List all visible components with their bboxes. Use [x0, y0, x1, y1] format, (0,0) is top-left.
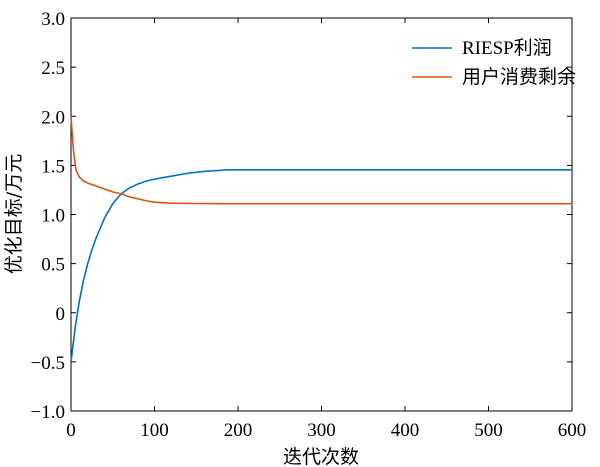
y-axis-ticks: −1.0 −0.5 0 0.5 1.0 1.5 2.0 2.5 3.0 — [31, 9, 572, 423]
x-axis-ticks: 0 100 200 300 400 500 600 — [66, 18, 586, 441]
y-tick-label: 2.0 — [41, 107, 65, 128]
series-line-riesp-profit — [70, 169, 572, 362]
y-tick-label: 0 — [56, 304, 66, 325]
y-tick-label: −0.5 — [31, 353, 65, 374]
y-tick-label: 1.5 — [41, 156, 65, 177]
series-layer — [70, 116, 572, 362]
y-tick-label: 2.5 — [41, 58, 65, 79]
x-tick-label: 300 — [307, 420, 336, 441]
legend: RIESP利润 用户消费剩余 — [412, 37, 576, 88]
x-tick-label: 200 — [224, 420, 253, 441]
y-tick-label: 1.0 — [41, 206, 65, 227]
x-tick-label: 400 — [391, 420, 420, 441]
x-tick-label: 500 — [474, 420, 503, 441]
legend-label-surplus: 用户消费剩余 — [462, 66, 576, 88]
legend-label-riesp: RIESP利润 — [462, 37, 552, 59]
y-tick-label: −1.0 — [31, 402, 65, 423]
y-tick-label: 3.0 — [41, 9, 65, 30]
series-line-consumer-surplus — [70, 116, 572, 205]
y-axis-title: 优化目标/万元 — [3, 154, 25, 274]
x-axis-title: 迭代次数 — [283, 446, 359, 467]
y-tick-label: 0.5 — [41, 255, 65, 276]
x-tick-label: 0 — [66, 420, 76, 441]
plot-area — [70, 17, 573, 412]
x-tick-label: 100 — [140, 420, 169, 441]
x-tick-label: 600 — [558, 420, 587, 441]
